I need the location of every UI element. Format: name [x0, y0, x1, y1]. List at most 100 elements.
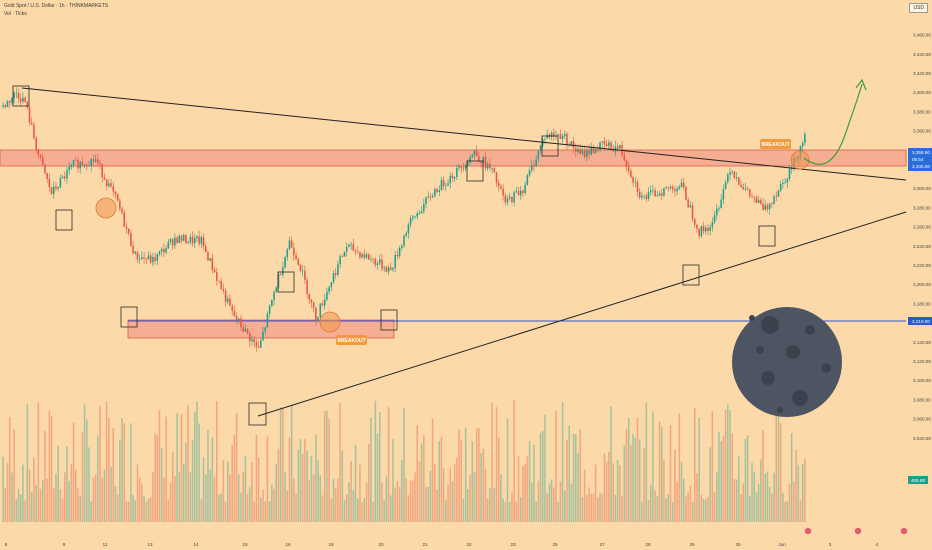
- volume-bar: [524, 463, 526, 522]
- candle-body: [204, 246, 207, 252]
- candle-body: [804, 133, 806, 143]
- volume-bar: [19, 494, 22, 522]
- us-flag-icon[interactable]: [804, 527, 812, 535]
- volume-bar: [475, 428, 478, 522]
- volume-badge[interactable]: [908, 476, 928, 484]
- time-tick-label: 14: [193, 542, 199, 547]
- candle-body: [735, 177, 738, 178]
- volume-bar: [449, 468, 452, 522]
- upper-resistance-zone[interactable]: [0, 149, 907, 167]
- candle-body: [464, 165, 467, 169]
- candle-body: [755, 197, 758, 203]
- candle-body: [524, 184, 526, 193]
- candle-body: [2, 105, 4, 107]
- candle-body: [288, 240, 291, 250]
- swing-box[interactable]: [682, 264, 700, 286]
- volume-bar: [436, 489, 438, 522]
- swing-box[interactable]: [380, 309, 398, 331]
- candle-body: [751, 196, 753, 197]
- volume-bar: [246, 493, 249, 522]
- ascending-trendline[interactable]: [257, 211, 907, 417]
- current-price-badge[interactable]: [908, 148, 932, 171]
- marker-circle[interactable]: [95, 197, 117, 219]
- projection-arrow[interactable]: [803, 83, 863, 165]
- volume-bar: [105, 401, 108, 522]
- candle-body: [517, 191, 520, 196]
- volume-bar: [317, 460, 319, 522]
- candle-body: [491, 168, 493, 169]
- candle-body: [451, 175, 454, 179]
- candle-body: [354, 250, 357, 252]
- volume-bar: [608, 451, 610, 522]
- candle-body: [326, 291, 328, 300]
- candle-body: [160, 248, 163, 252]
- volume-indicator-label[interactable]: Vol · Ticks: [4, 11, 27, 17]
- volume-bar: [187, 404, 189, 522]
- swing-box[interactable]: [277, 271, 295, 293]
- volume-bar: [537, 480, 540, 522]
- breakout-circle[interactable]: [790, 150, 810, 170]
- volume-bar: [456, 457, 458, 522]
- volume-bar: [200, 499, 203, 522]
- candle-body: [407, 224, 410, 233]
- volume-bar: [533, 444, 535, 522]
- candle-body: [597, 148, 599, 150]
- candle-body: [310, 299, 313, 303]
- swing-box[interactable]: [120, 306, 138, 328]
- us-flag-icon[interactable]: [900, 527, 908, 535]
- candle-body: [328, 287, 330, 292]
- swing-high-box[interactable]: [12, 85, 30, 107]
- candle-body: [185, 234, 187, 243]
- candle-body: [103, 177, 106, 180]
- candle-body: [489, 163, 491, 169]
- volume-bar: [343, 500, 346, 522]
- swing-low-box[interactable]: [248, 402, 267, 426]
- support-price-badge[interactable]: [908, 317, 932, 325]
- candle-body: [167, 242, 170, 249]
- volume-bar: [733, 479, 736, 522]
- time-tick-label: 30: [735, 542, 741, 547]
- volume-bar: [581, 497, 584, 522]
- volume-bar: [777, 409, 780, 522]
- volume-bar: [513, 400, 515, 522]
- candle-body: [656, 195, 659, 197]
- swing-box[interactable]: [55, 209, 73, 231]
- candle-body: [718, 208, 720, 209]
- candle-body: [398, 247, 401, 257]
- swing-box[interactable]: [466, 160, 484, 182]
- candle-body: [700, 226, 703, 236]
- volume-bar: [121, 418, 123, 522]
- volume-bar: [99, 406, 101, 522]
- volume-bar: [306, 451, 308, 522]
- candle-body: [182, 234, 185, 241]
- volume-bar: [262, 489, 264, 522]
- breakout-circle[interactable]: [319, 311, 341, 333]
- candle-body: [711, 222, 714, 228]
- volume-bar: [356, 498, 359, 522]
- volume-bar: [654, 490, 656, 522]
- time-axis[interactable]: 8 9 11 13 14 15 16 18 20 21 22 23 25 27 28 29 30 Jun 3 4: [5, 542, 879, 547]
- volume-bar: [464, 427, 467, 522]
- price-axis[interactable]: 3,460.00 3,440.00 3,420.00 3,400.00 3,380.00…: [913, 33, 931, 441]
- descending-trendline[interactable]: [21, 87, 907, 181]
- volume-bar: [171, 452, 174, 522]
- candle-body: [420, 211, 423, 213]
- us-flag-icon[interactable]: [854, 527, 862, 535]
- candle-body: [663, 188, 665, 196]
- volume-bar: [68, 480, 70, 522]
- candle-body: [416, 213, 418, 217]
- volume-bar: [601, 494, 604, 522]
- time-tick-label: 13: [147, 542, 153, 547]
- currency-button[interactable]: USD: [909, 3, 928, 13]
- swing-box[interactable]: [541, 135, 559, 157]
- volume-bar: [30, 492, 33, 522]
- candle-body: [526, 175, 529, 185]
- volume-bar: [392, 439, 394, 522]
- breakout-label-upper: BREAKOUT: [761, 142, 789, 148]
- candle-body: [473, 150, 476, 155]
- candle-body: [83, 164, 86, 166]
- volume-bar: [784, 501, 786, 522]
- swing-box[interactable]: [758, 225, 776, 247]
